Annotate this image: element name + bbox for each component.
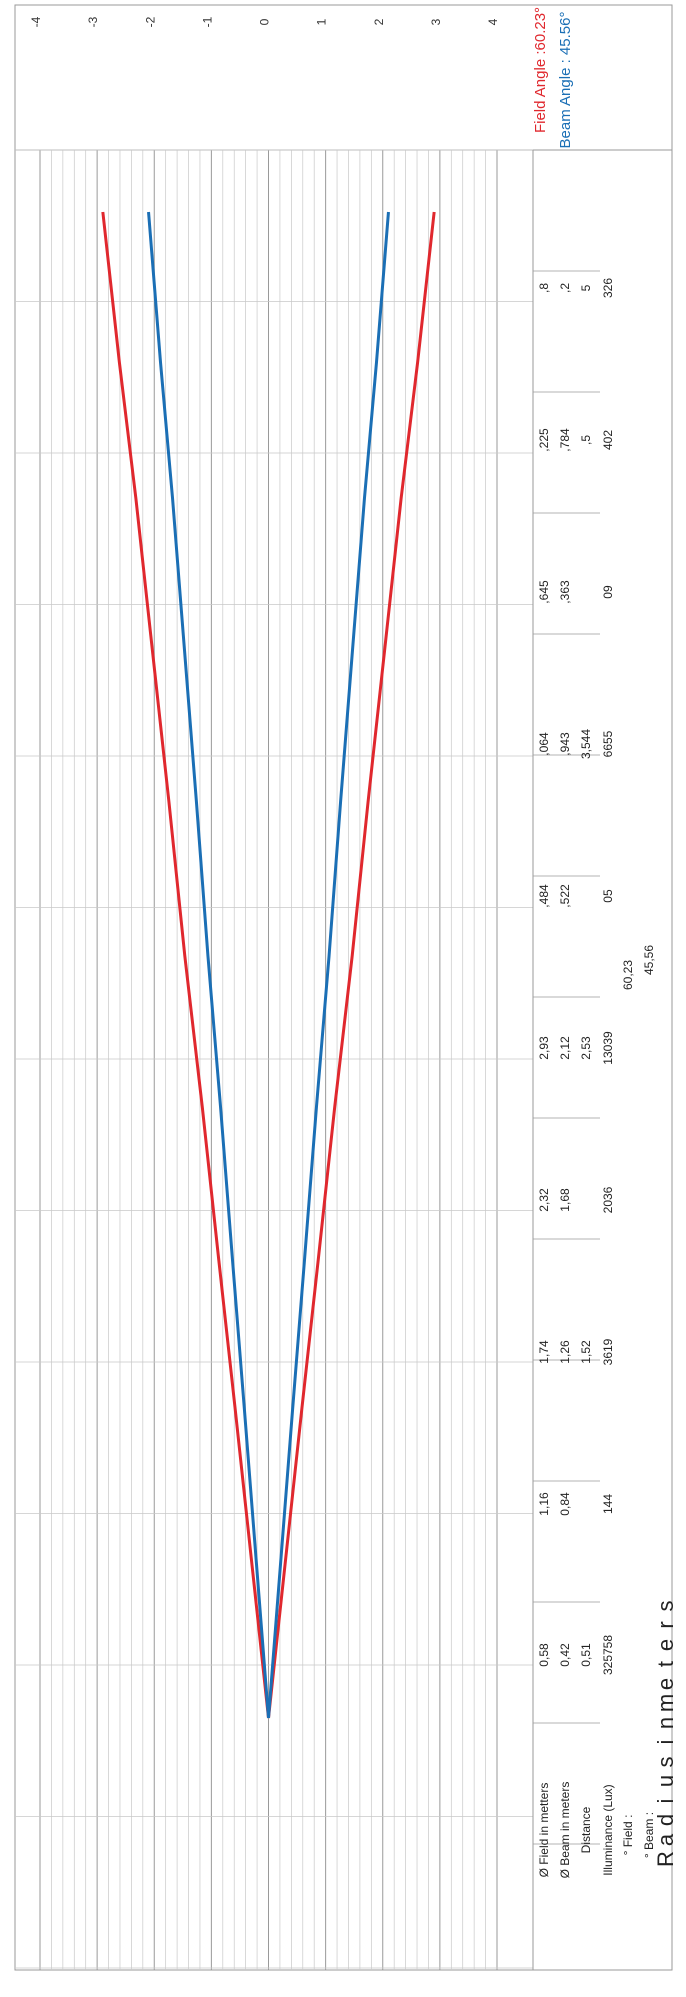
series-line-beam-positive (267, 211, 390, 1719)
data-table: Ø Field in metters Ø Beam in meters Distan… (537, 278, 656, 1879)
table-cell: 402 (601, 430, 615, 450)
y-axis-label-letter: a (653, 1833, 678, 1846)
table-cell: ,943 (558, 732, 572, 756)
plot-grid (15, 149, 600, 1970)
table-row-label: Distance (579, 1806, 593, 1853)
table-cell: 0,84 (558, 1492, 572, 1516)
y-axis-label-letter: e (653, 1638, 678, 1651)
table-cell: 0,51 (579, 1643, 593, 1667)
table-cell: 2,12 (558, 1036, 572, 1060)
y-axis-label-letter: u (653, 1774, 678, 1788)
y-axis-label-letter: i (653, 1739, 678, 1745)
table-cell: 6655 (601, 730, 615, 757)
table-cell: 1,26 (558, 1340, 572, 1364)
y-axis-label-letter: R (653, 1851, 678, 1867)
table-cell: 05 (601, 889, 615, 903)
y-tick-label: 4 (486, 18, 500, 25)
table-cell: 325758 (601, 1635, 615, 1675)
table-cell: 0,58 (537, 1643, 551, 1667)
table-cell: 3619 (601, 1338, 615, 1365)
y-axis-label-letter: r (653, 1621, 678, 1629)
legend-entry: Field Angle :60.23° (532, 7, 549, 133)
table-cell: 1,52 (579, 1340, 593, 1364)
y-axis-label-letter: d (653, 1813, 678, 1827)
y-tick-label: 2 (372, 18, 386, 25)
table-cell: ,484 (537, 884, 551, 908)
y-tick-labels: 4 3 2 1 0 -1 -2 -3 -4 (29, 16, 500, 27)
outer-frame (14, 4, 673, 1971)
angle-label: ° Field : (621, 1815, 635, 1856)
angle-label: ° Beam : (642, 1812, 656, 1858)
table-cell: 0,42 (558, 1643, 572, 1667)
table-cell: 2,32 (537, 1188, 551, 1212)
series-line-beam-negative (147, 211, 270, 1719)
table-cell: 09 (601, 585, 615, 599)
y-axis-label-letter: n (653, 1716, 678, 1729)
table-cell: 2,93 (537, 1036, 551, 1060)
table-cell: ,522 (558, 884, 572, 908)
y-tick-label: 1 (315, 18, 329, 25)
y-tick-label: 3 (429, 18, 443, 25)
table-cell: ,363 (558, 580, 572, 604)
series-line-field-negative (101, 211, 270, 1719)
table-cell: 144 (601, 1494, 615, 1514)
table-cell: 3,544 (579, 729, 593, 759)
table-cell: 326 (601, 278, 615, 298)
table-row-label: Ø Field in metters (537, 1783, 551, 1878)
table-cell: 1,74 (537, 1340, 551, 1364)
y-axis-label-letter: i (653, 1798, 678, 1803)
table-row-label: Illuminance (Lux) (601, 1784, 615, 1875)
table-cell: 13039 (601, 1031, 615, 1065)
y-tick-label: -3 (86, 16, 100, 27)
table-cell: ,2 (558, 283, 572, 293)
y-tick-label: -1 (200, 16, 214, 27)
y-axis-label-letter: t (653, 1660, 678, 1668)
y-tick-label: 0 (258, 18, 272, 25)
legend: Field Angle :60.23° Beam Angle : 45.56° (532, 7, 574, 149)
table-cell: 5 (579, 284, 593, 291)
table-cell: ,064 (537, 732, 551, 756)
legend-entry: Beam Angle : 45.56° (557, 12, 574, 149)
y-tick-label: -2 (143, 16, 157, 27)
y-axis-label-letter: e (653, 1677, 678, 1690)
angle-value: 60,23 (621, 960, 635, 990)
table-cell: 2,53 (579, 1036, 593, 1060)
table-cell: ,8 (537, 283, 551, 293)
y-axis-label-letter: s (653, 1600, 678, 1611)
table-cell: ,225 (537, 428, 551, 452)
y-axis-label-letter: s (653, 1756, 678, 1767)
table-cell: ,645 (537, 580, 551, 604)
y-tick-label: -4 (29, 16, 43, 27)
table-cell: 1,16 (537, 1492, 551, 1516)
table-row-label: Ø Beam in meters (558, 1782, 572, 1879)
table-cell: ,5 (579, 435, 593, 445)
table-cell: ,784 (558, 428, 572, 452)
series-lines (101, 211, 436, 1719)
y-axis-label-letter: m (653, 1693, 678, 1713)
table-cell: 2036 (601, 1186, 615, 1213)
table-cell: 1,68 (558, 1188, 572, 1212)
angle-value: 45,56 (642, 945, 656, 975)
series-line-field-positive (267, 211, 436, 1719)
